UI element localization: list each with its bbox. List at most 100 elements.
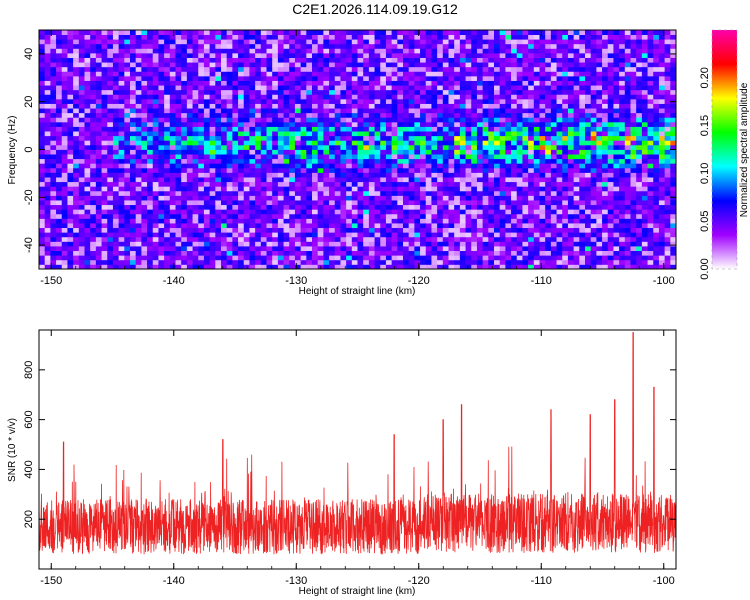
heatmap-cell — [465, 163, 472, 169]
heatmap-cell — [403, 167, 410, 173]
heatmap-cell — [368, 209, 375, 215]
heatmap-cell — [300, 172, 307, 178]
heatmap-cell — [431, 190, 438, 196]
heatmap-cell — [494, 149, 501, 155]
heatmap-cell — [283, 200, 290, 206]
heatmap-cell — [203, 154, 211, 160]
heatmap-cell — [374, 75, 381, 81]
heatmap-cell — [101, 167, 108, 173]
heatmap-cell — [112, 167, 120, 173]
heatmap-cell — [385, 250, 393, 256]
heatmap-cell — [169, 149, 176, 155]
heatmap-cell — [380, 85, 387, 91]
heatmap-cell — [243, 103, 250, 109]
heatmap-cell — [585, 259, 592, 265]
heatmap-cell — [312, 117, 319, 123]
heatmap-cell — [124, 200, 131, 206]
heatmap-cell — [380, 149, 387, 155]
heatmap-cell — [306, 71, 313, 77]
heatmap-cell — [482, 167, 489, 173]
heatmap-cell — [209, 140, 216, 146]
heatmap-cell — [385, 66, 393, 72]
heatmap-cell — [101, 163, 108, 169]
heatmap-cell — [61, 103, 68, 109]
heatmap-cell — [61, 250, 68, 256]
heatmap-cell — [511, 218, 518, 224]
heatmap-cell — [112, 94, 120, 100]
heatmap-cell — [465, 209, 472, 215]
heatmap-cell — [437, 62, 444, 68]
heatmap-cell — [437, 89, 444, 95]
heatmap-cell — [101, 85, 108, 91]
heatmap-cell — [67, 241, 74, 247]
heatmap-cell — [454, 172, 461, 178]
heatmap-cell — [306, 135, 313, 141]
heatmap-cell — [226, 30, 233, 35]
heatmap-cell — [317, 66, 324, 72]
heatmap-cell — [408, 117, 415, 123]
heatmap-cell — [277, 232, 284, 238]
heatmap-cell — [232, 186, 239, 192]
heatmap-cell — [420, 190, 427, 196]
heatmap-cell — [545, 223, 552, 229]
heatmap-cell — [226, 112, 233, 118]
heatmap-cell — [579, 250, 586, 256]
heatmap-cell — [90, 232, 97, 238]
heatmap-cell — [494, 177, 501, 183]
heatmap-cell — [408, 154, 415, 160]
heatmap-cell — [186, 98, 193, 104]
heatmap-cell — [78, 218, 85, 224]
heatmap-cell — [306, 117, 313, 123]
heatmap-cell — [232, 149, 239, 155]
heatmap-cell — [90, 71, 97, 77]
heatmap-cell — [476, 190, 484, 196]
heatmap-cell — [61, 149, 68, 155]
heatmap-cell — [277, 255, 284, 261]
heatmap-cell — [363, 43, 370, 49]
heatmap-cell — [351, 236, 358, 242]
heatmap-cell — [135, 181, 142, 187]
heatmap-cell — [528, 140, 535, 146]
heatmap-cell — [260, 48, 267, 54]
heatmap-cell — [215, 227, 222, 233]
heatmap-cell — [476, 144, 484, 150]
heatmap-cell — [266, 112, 273, 118]
heatmap-cell — [226, 131, 233, 137]
heatmap-cell — [186, 131, 193, 137]
heatmap-cell — [61, 246, 68, 252]
heatmap-cell — [56, 232, 63, 238]
heatmap-cell — [385, 195, 393, 201]
heatmap-cell — [346, 112, 353, 118]
heatmap-cell — [380, 213, 387, 219]
heatmap-cell — [266, 57, 273, 63]
heatmap-cell — [289, 223, 296, 229]
heatmap-cell — [158, 34, 165, 40]
heatmap-cell — [61, 213, 68, 219]
heatmap-cell — [431, 126, 438, 132]
heatmap-cell — [545, 52, 552, 58]
heatmap-cell — [135, 89, 142, 95]
heatmap-cell — [414, 57, 421, 63]
heatmap-cell — [442, 48, 449, 54]
heatmap-cell — [533, 172, 540, 178]
heatmap-cell — [232, 195, 239, 201]
heatmap-cell — [340, 241, 347, 247]
heatmap-cell — [56, 144, 63, 150]
heatmap-cell — [346, 57, 353, 63]
heatmap-cell — [107, 71, 114, 77]
heatmap-cell — [186, 227, 193, 233]
heatmap-cell — [124, 223, 131, 229]
heatmap-cell — [312, 108, 319, 114]
heatmap-cell — [112, 80, 120, 86]
heatmap-cell — [391, 167, 398, 173]
heatmap-cell — [385, 232, 393, 238]
heatmap-cell — [482, 75, 489, 81]
heatmap-cell — [118, 85, 125, 91]
heatmap-cell — [317, 112, 324, 118]
heatmap-cell — [522, 39, 529, 45]
heatmap-cell — [283, 190, 290, 196]
heatmap-cell — [351, 177, 358, 183]
heatmap-cell — [272, 103, 279, 109]
heatmap-cell — [294, 48, 302, 54]
heatmap-cell — [385, 154, 393, 160]
